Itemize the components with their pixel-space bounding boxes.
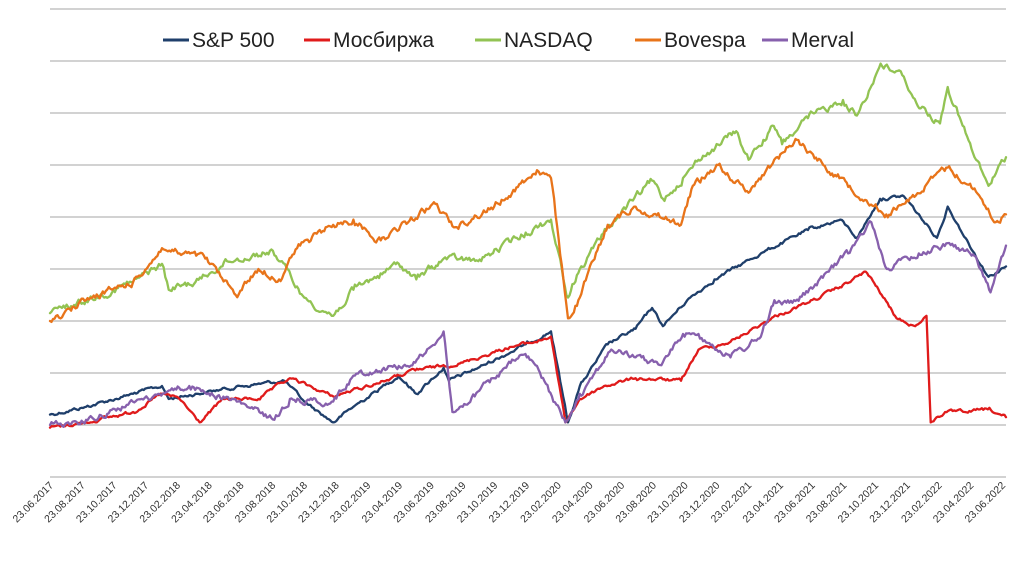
legend-label-s-p-500: S&P 500 bbox=[192, 29, 275, 52]
series-line-merval bbox=[48, 220, 1008, 428]
legend: S&P 500 Мосбиржа NASDAQ Bovespa Merval bbox=[163, 29, 854, 52]
legend-label-nasdaq: NASDAQ bbox=[504, 29, 593, 52]
x-axis-tick-labels: 23.06.201723.08.201723.10.201723.12.2017… bbox=[10, 480, 1008, 526]
series-line-bovespa bbox=[48, 137, 1008, 324]
legend-label-мосбиржа: Мосбиржа bbox=[333, 29, 434, 52]
gridlines bbox=[50, 8, 1006, 478]
series-line-nasdaq bbox=[48, 62, 1008, 317]
legend-label-bovespa: Bovespa bbox=[664, 29, 746, 52]
series-layer bbox=[48, 62, 1008, 429]
legend-label-merval: Merval bbox=[791, 29, 854, 52]
series-line-мосбиржа bbox=[48, 270, 1008, 429]
